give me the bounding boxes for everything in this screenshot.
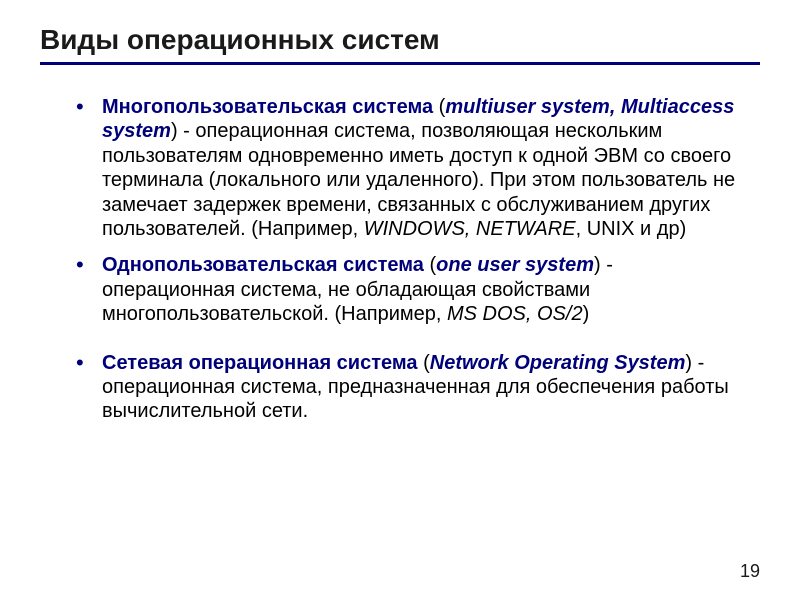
term-english: Network Operating System <box>430 352 686 374</box>
paren-open: ( <box>418 352 430 374</box>
slide-content: Многопользовательская система (multiuser… <box>40 95 760 424</box>
page-number: 19 <box>740 561 760 582</box>
paren-open: ( <box>424 254 436 276</box>
term: Многопользовательская система <box>102 96 433 118</box>
term: Однопользовательская система <box>102 254 424 276</box>
list-item: Многопользовательская система (multiuser… <box>76 95 750 241</box>
list-item: Однопользовательская система (one user s… <box>76 253 750 326</box>
paren-close: ) <box>171 120 178 142</box>
term: Сетевая операционная система <box>102 352 418 374</box>
bullet-list: Многопользовательская система (multiuser… <box>76 95 750 424</box>
paren-open: ( <box>433 96 445 118</box>
body-mid: , <box>576 218 587 240</box>
examples-italic: WINDOWS, NETWARE <box>364 218 576 240</box>
title-rule <box>40 62 760 65</box>
examples-italic: MS DOS, OS/2 <box>447 303 583 325</box>
slide-title: Виды операционных систем <box>40 24 760 56</box>
slide: Виды операционных систем Многопользовате… <box>0 0 800 600</box>
examples-plain: UNIX <box>587 218 635 240</box>
body-post: ) <box>583 303 590 325</box>
paren-close: ) <box>594 254 601 276</box>
list-item: Сетевая операционная система (Network Op… <box>76 351 750 424</box>
term-english: one user system <box>436 254 594 276</box>
body-post: и др) <box>634 218 686 240</box>
